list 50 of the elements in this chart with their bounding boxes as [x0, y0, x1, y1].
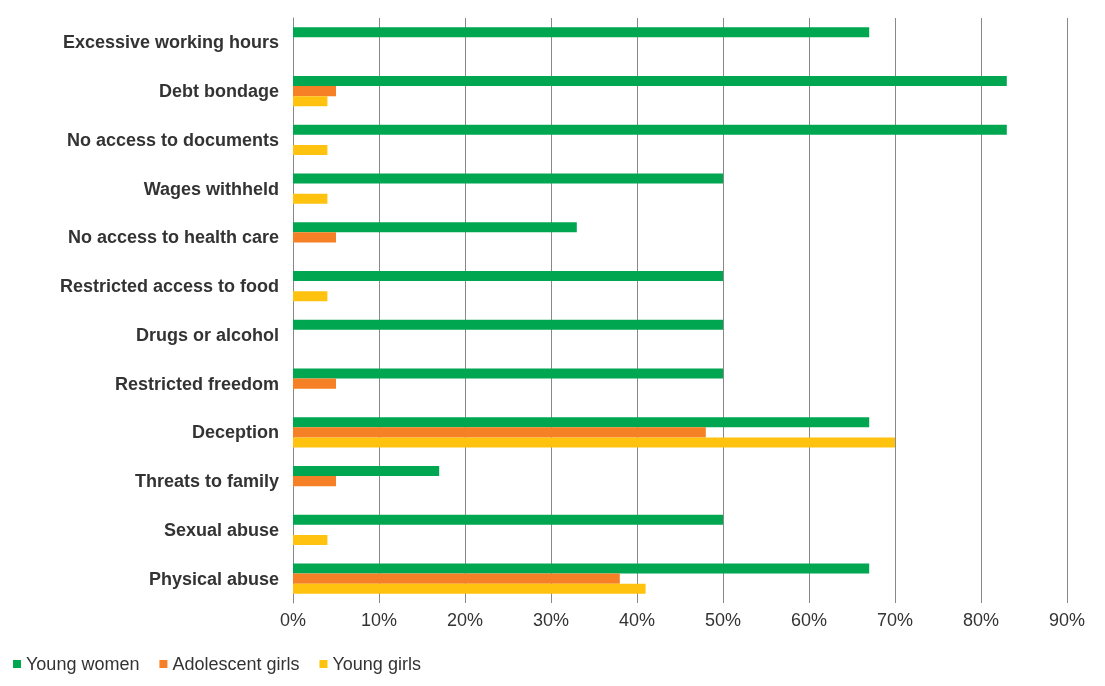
y-tick-label: Sexual abuse	[163, 519, 279, 540]
x-tick-label: 40%	[618, 610, 656, 630]
bar	[293, 466, 440, 477]
x-tick-label: 20%	[446, 610, 484, 630]
bar	[293, 86, 336, 97]
y-tick-label: Deception	[191, 422, 279, 443]
x-tick-label: 80%	[962, 610, 1000, 630]
y-tick-label: Threats to family	[134, 471, 279, 492]
x-tick-label: 60%	[790, 610, 828, 630]
bar	[293, 193, 328, 204]
x-tick-label: 0%	[279, 610, 307, 630]
bar	[293, 222, 577, 233]
bar	[293, 96, 328, 107]
y-tick-label: Excessive working hours	[62, 32, 279, 53]
x-tick-label: 30%	[532, 610, 570, 630]
bar	[293, 291, 328, 302]
y-tick-label: No access to documents	[66, 129, 279, 150]
bar	[293, 476, 336, 487]
bar	[293, 437, 895, 448]
legend-label: Young girls	[332, 654, 421, 674]
legend-label: Adolescent girls	[172, 654, 300, 674]
bar	[293, 583, 646, 594]
bar	[293, 368, 723, 379]
y-tick-label: Debt bondage	[159, 81, 279, 102]
bar	[293, 514, 723, 525]
y-tick-label: Restricted access to food	[59, 276, 279, 297]
x-tick-label: 90%	[1048, 610, 1086, 630]
bar	[293, 271, 723, 282]
bar	[293, 144, 328, 155]
x-tick-label: 50%	[704, 610, 742, 630]
bar	[293, 124, 1007, 135]
x-tick-label: 70%	[876, 610, 914, 630]
bar	[293, 27, 870, 38]
y-tick-label: Drugs or alcohol	[135, 324, 279, 345]
bar	[293, 319, 723, 330]
y-tick-label: No access to health care	[67, 227, 279, 248]
y-tick-label: Wages withheld	[143, 178, 279, 199]
bar	[293, 427, 706, 438]
x-tick-label: 10%	[360, 610, 398, 630]
y-tick-label: Restricted freedom	[114, 373, 279, 394]
bar	[293, 563, 870, 574]
bar	[293, 76, 1007, 87]
bar	[293, 573, 620, 584]
y-tick-label: Physical abuse	[148, 568, 279, 589]
bar	[293, 417, 870, 428]
bar	[293, 173, 723, 184]
bar	[293, 232, 336, 243]
bar	[293, 534, 328, 545]
legend-label: Young women	[26, 654, 140, 674]
bar	[293, 378, 336, 389]
